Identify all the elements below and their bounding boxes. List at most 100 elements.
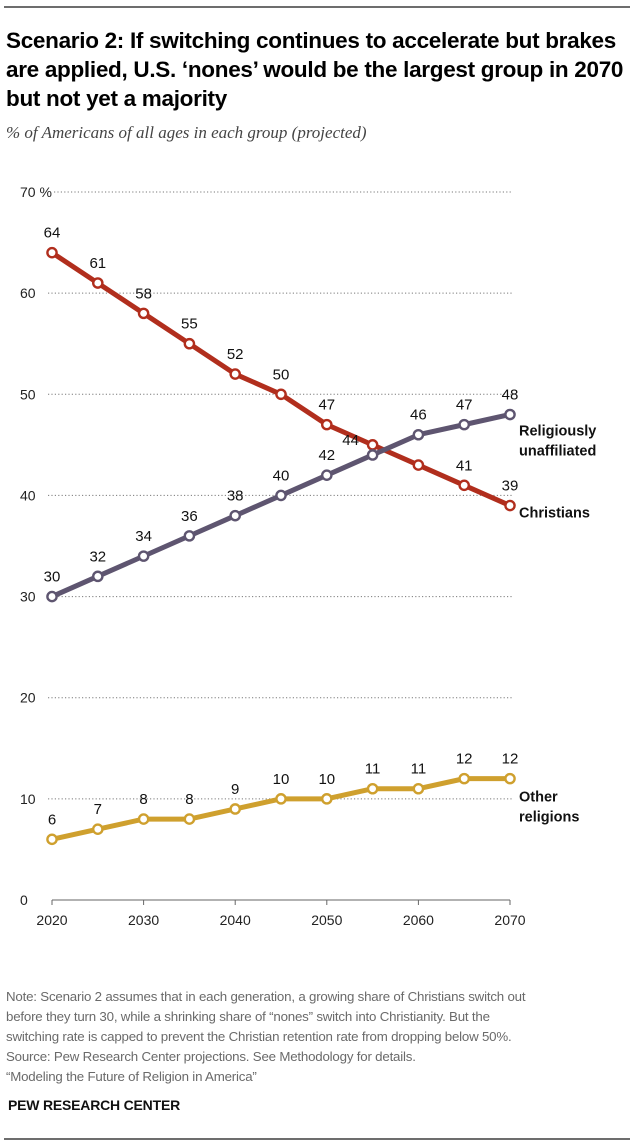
data-point: [320, 469, 333, 482]
footer-note: Note: Scenario 2 assumes that in each ge…: [6, 987, 631, 1087]
data-point: [92, 823, 104, 836]
data-label: 6: [48, 811, 56, 828]
data-point: [92, 277, 104, 289]
data-label: 36: [181, 508, 198, 525]
data-point: [504, 499, 516, 512]
series-end-label: religions: [519, 810, 579, 826]
data-point: [275, 793, 287, 805]
data-point: [183, 337, 196, 350]
data-label: 32: [89, 548, 106, 565]
data-label: 55: [181, 316, 198, 333]
chart-subtitle: % of Americans of all ages in each group…: [6, 123, 367, 142]
data-point: [320, 793, 333, 805]
data-point: [46, 246, 58, 259]
data-label: 8: [185, 791, 193, 808]
data-point: [458, 418, 471, 431]
data-point: [458, 772, 471, 785]
data-label: 38: [227, 488, 244, 505]
y-tick-label: 40: [20, 487, 36, 503]
y-tick-label: 0: [20, 892, 28, 908]
data-point: [320, 418, 333, 431]
data-label: 44: [342, 432, 359, 449]
series-end-label: Religiously: [519, 424, 596, 440]
data-point: [46, 590, 58, 603]
series: [46, 246, 516, 846]
data-label: 34: [135, 528, 152, 545]
data-label: 30: [44, 569, 61, 586]
data-point: [366, 439, 379, 451]
data-point: [229, 509, 241, 522]
series-end-label: Other: [519, 790, 558, 806]
data-label: 47: [456, 397, 473, 414]
x-tick-label: 2060: [403, 912, 434, 928]
data-label: 58: [135, 285, 152, 302]
top-rule: [4, 6, 630, 8]
data-point: [229, 803, 241, 815]
bottom-rule: [4, 1138, 630, 1140]
pew-research-center-logo: PEW RESEARCH CENTER: [8, 1097, 180, 1113]
data-point: [458, 479, 471, 492]
data-label: 11: [411, 761, 427, 778]
data-label: 8: [139, 791, 147, 808]
y-tick-label: 20: [20, 690, 36, 706]
x-tick-label: 2040: [220, 912, 251, 928]
data-point: [366, 449, 379, 461]
data-point: [504, 772, 516, 785]
chart-title: Scenario 2: If switching continues to ac…: [6, 28, 624, 111]
y-tick-label: 70 %: [20, 184, 52, 200]
data-label: 42: [318, 447, 335, 464]
data-label: 10: [273, 771, 290, 788]
data-label: 52: [227, 346, 244, 363]
data-label: 48: [502, 387, 519, 404]
data-label: 12: [456, 751, 473, 768]
series-religiously-unaffiliated: [46, 408, 516, 603]
note-line: before they turn 30, while a shrinking s…: [6, 1009, 490, 1024]
report-title-line: “Modeling the Future of Religion in Amer…: [6, 1069, 257, 1084]
x-tick-label: 2070: [494, 912, 525, 928]
note-line: switching rate is capped to prevent the …: [6, 1029, 512, 1044]
data-label: 50: [273, 366, 290, 383]
y-tick-label: 60: [20, 285, 36, 301]
data-point: [275, 489, 287, 502]
data-label: 40: [273, 467, 290, 484]
data-point: [183, 813, 196, 825]
data-point: [183, 530, 196, 542]
data-label: 41: [456, 457, 473, 474]
series-line: [49, 412, 513, 600]
data-point: [366, 782, 379, 795]
data-label: 11: [365, 761, 381, 778]
data-label: 9: [231, 781, 239, 798]
y-tick-label: 30: [20, 589, 36, 605]
y-tick-label: 50: [20, 386, 36, 402]
data-point: [137, 550, 150, 562]
data-label: 7: [94, 801, 102, 818]
data-point: [412, 459, 425, 471]
series-end-label: unaffiliated: [519, 444, 596, 460]
data-point: [46, 833, 58, 846]
x-tick-label: 2050: [311, 912, 342, 928]
series-end-label: Christians: [519, 506, 590, 522]
x-tick-label: 2020: [36, 912, 67, 928]
data-point: [137, 307, 150, 320]
data-label: 64: [44, 225, 61, 242]
data-point: [504, 408, 516, 421]
data-point: [412, 428, 425, 441]
data-label: 46: [410, 407, 427, 424]
data-label: 61: [89, 255, 106, 272]
data-label: 39: [502, 478, 519, 495]
source-line: Source: Pew Research Center projections.…: [6, 1049, 416, 1064]
x-tick-label: 2030: [128, 912, 159, 928]
data-point: [137, 813, 150, 825]
data-point: [92, 570, 104, 583]
data-label: 12: [502, 751, 519, 768]
series-christians: [46, 246, 516, 512]
y-tick-label: 10: [20, 791, 36, 807]
series-other-religions: [46, 772, 516, 846]
data-point: [275, 388, 287, 401]
data-point: [412, 782, 425, 795]
note-line: Note: Scenario 2 assumes that in each ge…: [6, 989, 526, 1004]
data-label: 47: [318, 397, 335, 414]
